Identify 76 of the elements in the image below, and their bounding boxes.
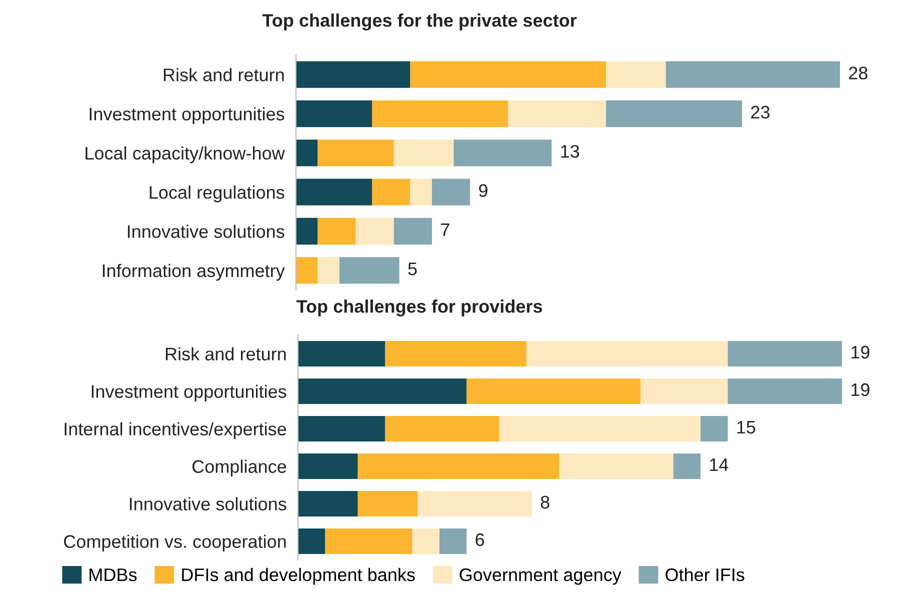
annotation: 7: [441, 223, 450, 236]
bar: [385, 341, 526, 366]
annotation: 8: [540, 496, 550, 509]
y-tick-label: Local regulations: [150, 186, 284, 202]
y-tick-label: Investment opportunities: [92, 384, 286, 402]
y-tick-label: Local capacity/know-how: [86, 146, 285, 164]
bar: [372, 178, 410, 206]
bar: [298, 416, 386, 442]
annotation: 19: [852, 383, 870, 396]
bar: [298, 378, 467, 404]
bar: [394, 140, 454, 166]
bar: [339, 257, 400, 284]
annotation: 23: [751, 106, 770, 119]
bar: [298, 454, 358, 479]
chart-title: Top challenges for providers: [296, 300, 542, 316]
bar: [559, 454, 674, 479]
bar: [298, 341, 386, 366]
bar: [418, 491, 532, 516]
bar: [296, 257, 318, 284]
bar: [358, 491, 418, 516]
y-tick-label: Information asymmetry: [102, 264, 285, 281]
annotation: 6: [476, 533, 484, 546]
y-tick-label: Competition vs. cooperation: [64, 534, 286, 552]
y-tick-label: Investment opportunities: [90, 107, 284, 124]
bar: [318, 140, 394, 166]
annotation: 5: [408, 262, 417, 276]
bar: [356, 218, 394, 245]
annotation: 19: [852, 346, 870, 359]
annotation: 13: [561, 144, 580, 158]
bar: [606, 61, 666, 88]
bar: [728, 378, 842, 404]
bar: [394, 218, 432, 245]
legend-label: Other IFIs: [666, 568, 744, 582]
annotation: 15: [737, 420, 756, 434]
bar: [325, 528, 412, 554]
bar: [410, 61, 606, 88]
bar: [318, 257, 340, 284]
bar: [296, 178, 372, 206]
bar: [296, 140, 318, 166]
bar: [358, 454, 560, 479]
bar: [318, 218, 356, 245]
annotation: 9: [479, 184, 488, 197]
annotation: 14: [710, 458, 728, 471]
bar: [412, 528, 440, 554]
bar: [728, 341, 842, 366]
bar: [673, 454, 701, 479]
y-tick-label: Internal incentives/expertise: [64, 422, 286, 440]
y-tick-label: Risk and return: [164, 68, 284, 82]
annotation: 28: [849, 66, 868, 80]
bar: [640, 378, 728, 404]
y-tick-label: Risk and return: [166, 347, 286, 360]
bar: [296, 100, 372, 128]
legend-label: Government agency: [460, 568, 622, 585]
bar: [606, 100, 742, 128]
bar: [526, 341, 728, 366]
bar: [372, 100, 508, 128]
y-tick-label: Innovative solutions: [130, 497, 286, 510]
y-tick-label: Innovative solutions: [128, 224, 284, 238]
bar: [499, 416, 701, 442]
bar: [410, 178, 432, 206]
legend-label: MDBs: [90, 568, 137, 582]
bar: [666, 61, 840, 88]
legend-label: DFIs and development banks: [182, 568, 415, 585]
bar: [466, 378, 641, 404]
bar: [298, 528, 326, 554]
bar: [439, 528, 467, 554]
y-tick-label: Compliance: [192, 460, 286, 477]
bar: [508, 100, 606, 128]
bar: [385, 416, 500, 442]
bar: [296, 61, 410, 88]
bar: [298, 491, 358, 516]
bar: [432, 178, 470, 206]
bar: [700, 416, 728, 442]
bar: [454, 140, 552, 166]
chart-title: Top challenges for the private sector: [262, 14, 577, 30]
bar: [296, 218, 318, 245]
